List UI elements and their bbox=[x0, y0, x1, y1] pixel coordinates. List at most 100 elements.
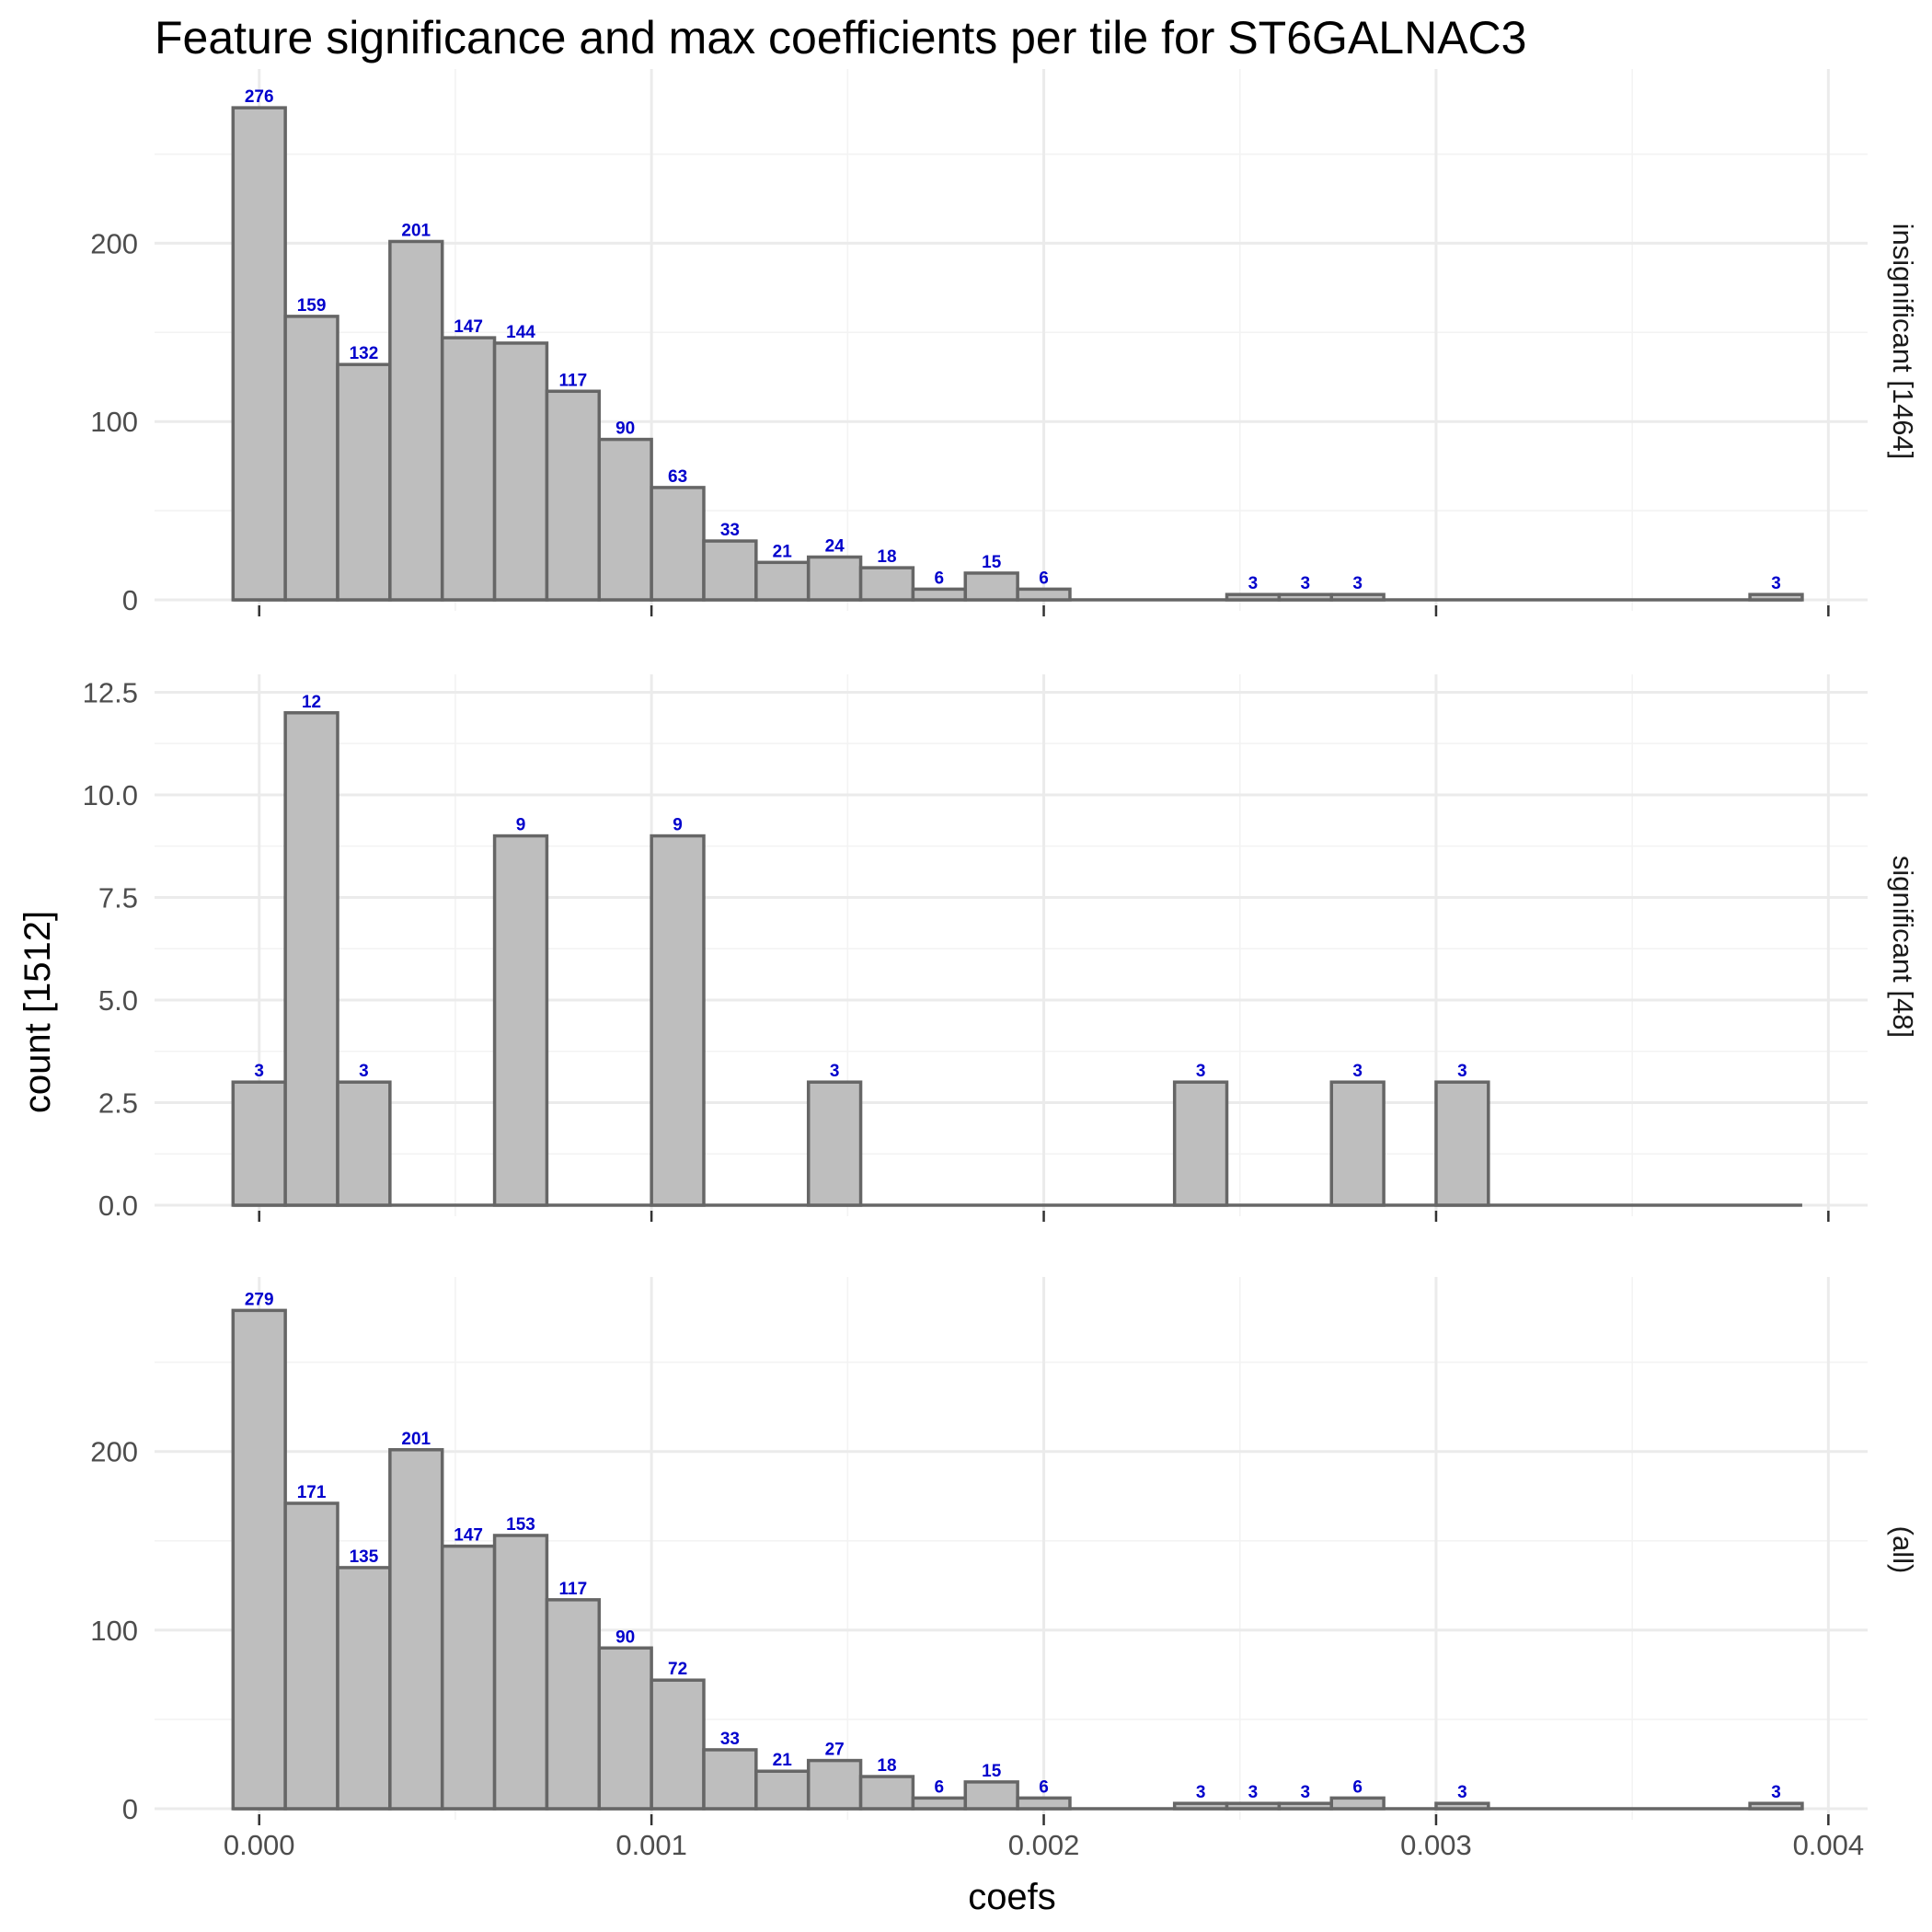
bar-count-label: 90 bbox=[615, 420, 635, 439]
bar-count-label: 117 bbox=[559, 371, 588, 390]
bar-count-label: 6 bbox=[935, 1777, 945, 1797]
x-tick-label: 0.004 bbox=[1793, 1829, 1865, 1861]
bar-count-label: 6 bbox=[935, 569, 945, 588]
histogram-bar bbox=[336, 1080, 392, 1207]
histogram-bar bbox=[650, 834, 706, 1207]
bar-count-label: 3 bbox=[254, 1062, 264, 1081]
bar-count-label: 15 bbox=[982, 1762, 1002, 1781]
histogram-bar bbox=[754, 560, 811, 602]
bar-count-label: 3 bbox=[1248, 574, 1259, 593]
histogram-bar bbox=[231, 1308, 287, 1811]
bar-count-label: 33 bbox=[720, 1730, 740, 1749]
x-axis-title: coefs bbox=[968, 1877, 1056, 1917]
histogram-bar bbox=[911, 1796, 967, 1811]
bar-count-label: 171 bbox=[297, 1483, 327, 1502]
histogram-bar bbox=[1016, 587, 1072, 602]
bar-count-label: 27 bbox=[825, 1741, 845, 1760]
histogram-bar bbox=[388, 1448, 444, 1811]
histogram-bar bbox=[1329, 1796, 1386, 1811]
facet-strip-label: significant [48] bbox=[1887, 856, 1919, 1038]
x-tick-label: 0.000 bbox=[224, 1829, 295, 1861]
bar-count-label: 24 bbox=[825, 536, 845, 556]
bar-count-label: 3 bbox=[830, 1062, 840, 1081]
y-tick-label: 100 bbox=[90, 1615, 138, 1647]
histogram-bar bbox=[283, 315, 339, 602]
histogram-bar bbox=[858, 1775, 915, 1811]
histogram-bar bbox=[440, 1544, 497, 1811]
bar-count-label: 6 bbox=[1352, 1777, 1363, 1797]
facet-panel: 0100200279171135201147153117907233212718… bbox=[90, 1277, 1919, 1825]
histogram-bar bbox=[231, 106, 287, 602]
bar-count-label: 144 bbox=[506, 323, 535, 342]
bar-count-label: 3 bbox=[1352, 574, 1363, 593]
bar-count-label: 276 bbox=[245, 87, 274, 107]
bar-count-label: 159 bbox=[297, 296, 327, 316]
bar-count-label: 90 bbox=[615, 1627, 635, 1647]
histogram-bar bbox=[492, 1534, 549, 1811]
histogram-bar bbox=[1277, 1801, 1333, 1811]
bar-count-label: 9 bbox=[673, 816, 683, 835]
histogram-bar bbox=[1329, 1080, 1386, 1207]
bar-count-label: 147 bbox=[454, 1526, 483, 1546]
bar-count-label: 3 bbox=[1196, 1783, 1206, 1802]
bar-count-label: 6 bbox=[1039, 1777, 1049, 1797]
histogram-bar bbox=[492, 834, 549, 1207]
histogram-bar bbox=[1748, 1801, 1804, 1811]
histogram-bar bbox=[597, 1646, 653, 1811]
bar-count-label: 3 bbox=[1248, 1783, 1259, 1802]
bar-count-label: 9 bbox=[516, 816, 526, 835]
bar-count-label: 147 bbox=[454, 317, 483, 337]
histogram-bar bbox=[806, 1080, 863, 1207]
bar-count-label: 132 bbox=[350, 344, 379, 363]
y-tick-label: 7.5 bbox=[98, 881, 138, 914]
histogram-bar bbox=[911, 587, 967, 602]
histogram-bar bbox=[597, 437, 653, 602]
facet-panel: 0.0 2.5 5.0 7.5 10.0 12.5 3 12 3 9 9 3 3 3 3 significan… bbox=[83, 674, 1919, 1222]
histogram-bar bbox=[1434, 1801, 1490, 1811]
bar-count-label: 3 bbox=[1301, 1783, 1311, 1802]
histogram-bar bbox=[1016, 1796, 1072, 1811]
y-tick-label: 200 bbox=[90, 1436, 138, 1468]
chart-title: Feature significance and max coefficient… bbox=[155, 12, 1526, 63]
bar-count-label: 3 bbox=[1352, 1062, 1363, 1081]
histogram-bar bbox=[650, 486, 706, 602]
bar-count-label: 33 bbox=[720, 521, 740, 540]
x-tick-label: 0.003 bbox=[1400, 1829, 1472, 1861]
bar-count-label: 3 bbox=[1457, 1062, 1467, 1081]
histogram-bar bbox=[336, 1566, 392, 1811]
bar-count-label: 3 bbox=[359, 1062, 369, 1081]
bar-count-label: 18 bbox=[877, 1756, 896, 1776]
x-axis: 0.000 0.001 0.002 0.003 0.004 bbox=[224, 1829, 1864, 1861]
bar-count-label: 15 bbox=[982, 553, 1002, 572]
bar-count-label: 3 bbox=[1457, 1783, 1467, 1802]
histogram-bar bbox=[336, 362, 392, 602]
bar-count-label: 63 bbox=[668, 467, 687, 487]
histogram-bar bbox=[650, 1678, 706, 1811]
y-tick-label: 12.5 bbox=[83, 676, 138, 708]
bar-count-label: 3 bbox=[1771, 1783, 1781, 1802]
histogram-bar bbox=[283, 1501, 339, 1811]
histogram-bar bbox=[1329, 592, 1386, 602]
histogram-bar bbox=[1225, 592, 1282, 602]
bar-count-label: 12 bbox=[302, 693, 321, 712]
bar-count-label: 117 bbox=[559, 1580, 588, 1599]
histogram-bar bbox=[1434, 1080, 1490, 1207]
histogram-bar bbox=[440, 336, 497, 602]
y-tick-label: 2.5 bbox=[98, 1087, 138, 1119]
bar-count-label: 6 bbox=[1039, 569, 1049, 588]
histogram-bar bbox=[492, 341, 549, 602]
y-tick-label: 0 bbox=[122, 584, 138, 616]
bar-count-label: 135 bbox=[350, 1547, 379, 1567]
histogram-bar bbox=[388, 239, 444, 602]
histogram-bar bbox=[231, 1080, 287, 1207]
histogram-bar bbox=[1172, 1801, 1229, 1811]
bar-count-label: 21 bbox=[773, 542, 793, 561]
y-tick-label: 200 bbox=[90, 227, 138, 259]
histogram-bar bbox=[702, 1748, 758, 1811]
bar-count-label: 3 bbox=[1301, 574, 1311, 593]
histogram-bar bbox=[754, 1769, 811, 1811]
y-tick-label: 0.0 bbox=[98, 1190, 138, 1222]
y-tick-label: 5.0 bbox=[98, 984, 138, 1017]
